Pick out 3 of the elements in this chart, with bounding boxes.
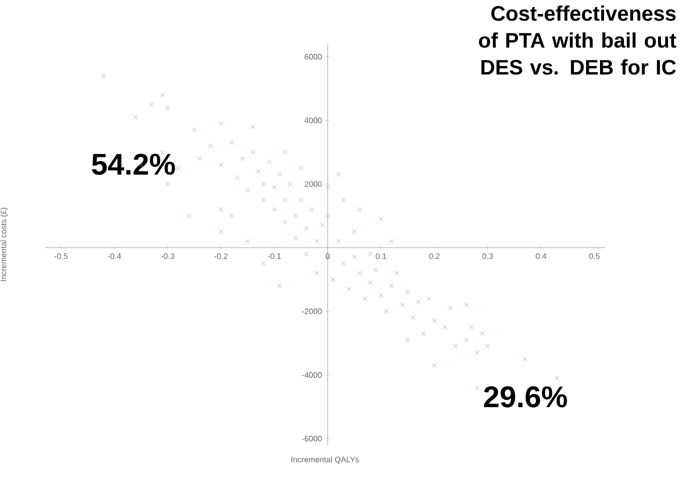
annotation: 29.6% (484, 386, 567, 408)
chart-title: Cost-effectiveness of PTA with bail out DES vs. DEB for IC (478, 6, 676, 75)
annotation: 54.2% (92, 154, 175, 175)
